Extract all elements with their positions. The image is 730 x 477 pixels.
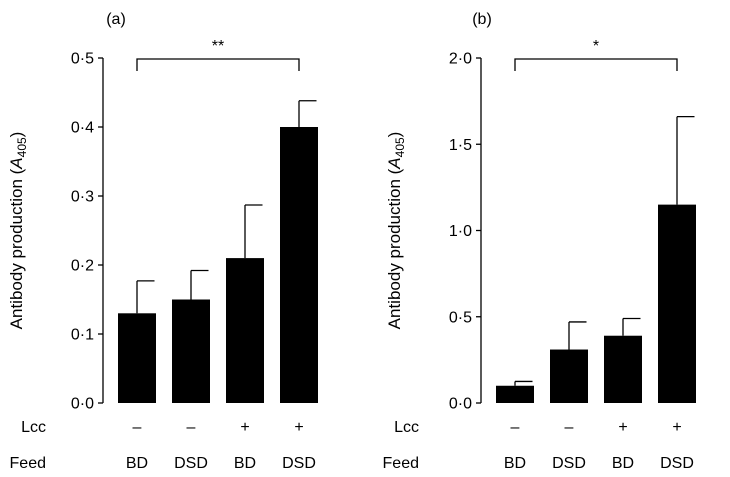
panel-label-b: (b) <box>472 11 492 28</box>
y-axis-title-variable: A <box>7 157 26 169</box>
lcc-row-label-b: Lcc <box>394 419 419 436</box>
y-tick-label-a: 0·0 <box>71 396 94 413</box>
feed-value-a-3: BD <box>234 455 256 472</box>
lcc-value-b-4: + <box>672 419 681 436</box>
feed-row-label-a: Feed <box>10 455 46 472</box>
feed-row-label-b: Feed <box>383 455 419 472</box>
bar-a-2 <box>172 299 210 403</box>
y-axis-title-subscript: 405 <box>393 137 407 157</box>
feed-value-b-4: DSD <box>660 455 694 472</box>
y-tick-label-a: 0·3 <box>71 189 94 206</box>
feed-value-b-2: DSD <box>552 455 586 472</box>
y-tick-label-b: 1·5 <box>449 137 472 154</box>
y-tick-label-b: 0·5 <box>449 309 472 326</box>
y-axis-title-b: Antibody production (A405) <box>385 132 407 330</box>
significance-label-a: ** <box>212 38 224 55</box>
y-axis-title-text: Antibody production ( <box>385 168 404 329</box>
feed-value-b-1: BD <box>504 455 526 472</box>
y-axis-title-variable: A <box>385 157 404 169</box>
y-tick-label-a: 0·2 <box>71 258 94 275</box>
lcc-value-b-3: + <box>618 419 627 436</box>
y-tick-label-a: 0·1 <box>71 327 94 344</box>
feed-value-b-3: BD <box>612 455 634 472</box>
feed-value-a-2: DSD <box>174 455 208 472</box>
significance-bracket-a <box>136 58 300 71</box>
y-tick-label-a: 0·5 <box>71 51 94 68</box>
lcc-value-b-1: – <box>511 419 520 436</box>
bar-a-3 <box>226 258 264 403</box>
lcc-row-label-a: Lcc <box>21 419 46 436</box>
significance-label-b: * <box>593 38 599 55</box>
y-tick-label-b: 1·0 <box>449 223 472 240</box>
y-axis-title-close: ) <box>7 132 26 138</box>
y-axis-title-text: Antibody production ( <box>7 168 26 329</box>
lcc-value-a-2: – <box>187 419 196 436</box>
lcc-value-a-3: + <box>240 419 249 436</box>
lcc-value-b-2: – <box>565 419 574 436</box>
y-tick-label-b: 0·0 <box>449 396 472 413</box>
bar-b-4 <box>658 204 696 403</box>
panel-b: (b) 0·0 0·5 1·0 1·5 2·0 Antibody production (A… <box>383 11 696 472</box>
feed-value-a-4: DSD <box>282 455 316 472</box>
panel-label-a: (a) <box>106 11 126 28</box>
bar-b-3 <box>604 335 642 403</box>
feed-value-a-1: BD <box>126 455 148 472</box>
bar-b-1 <box>496 385 534 403</box>
y-axis-title-a: Antibody production (A405) <box>7 132 29 330</box>
y-tick-label-a: 0·4 <box>71 120 94 137</box>
lcc-value-a-4: + <box>294 419 303 436</box>
significance-bracket-b <box>514 58 678 71</box>
bar-a-4 <box>280 127 318 403</box>
y-axis-title-subscript: 405 <box>15 137 29 157</box>
y-tick-label-b: 2·0 <box>449 51 472 68</box>
y-axis-title-close: ) <box>385 132 404 138</box>
panel-a: (a) 0·0 0·1 0·2 0·3 0·4 0·5 Antibody production… <box>7 11 318 472</box>
bar-b-2 <box>550 349 588 403</box>
bar-a-1 <box>118 313 156 403</box>
lcc-value-a-1: – <box>133 419 142 436</box>
